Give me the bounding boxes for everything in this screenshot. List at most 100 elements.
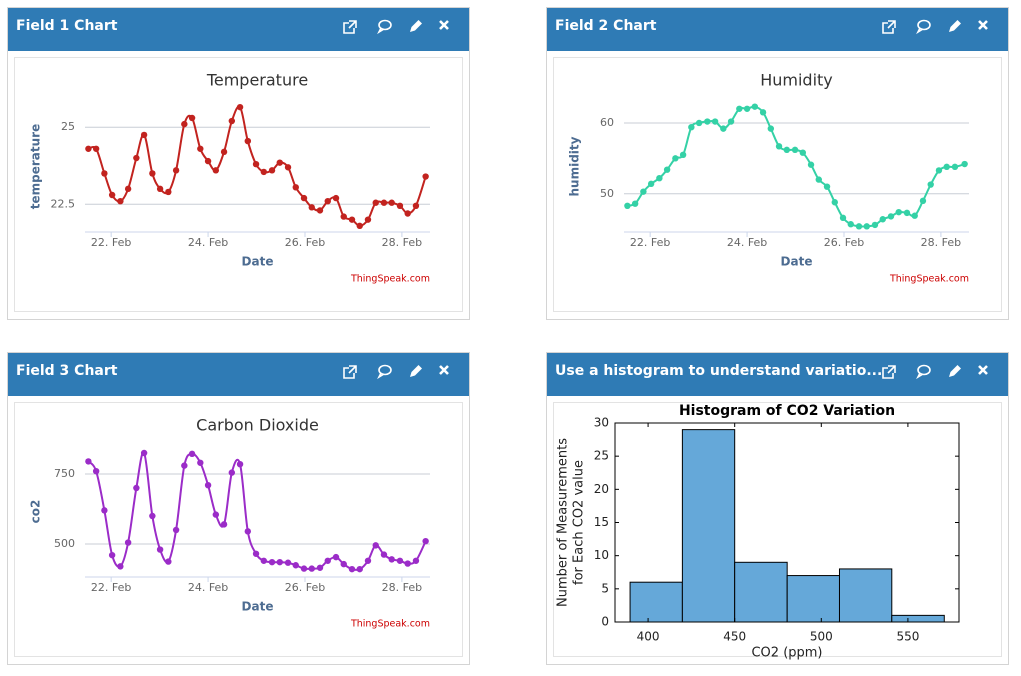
data-point <box>631 200 639 207</box>
data-point <box>284 559 292 566</box>
comment-icon <box>916 19 931 35</box>
y-tick-label: 60 <box>600 116 614 129</box>
data-point <box>85 145 92 152</box>
icon-part <box>882 365 896 379</box>
data-point <box>276 159 283 166</box>
data-point <box>364 216 372 223</box>
x-tick-label: 24. Feb <box>188 581 228 594</box>
data-point <box>133 154 140 162</box>
y-axis-label: temperature <box>29 124 43 209</box>
icon-part <box>377 27 385 35</box>
data-point <box>919 197 927 205</box>
comment-icon <box>377 364 392 380</box>
histogram-bar <box>838 568 893 623</box>
data-point <box>404 560 411 567</box>
data-point <box>672 155 679 162</box>
data-point <box>92 467 100 475</box>
data-point <box>863 223 870 230</box>
data-point <box>879 216 886 223</box>
data-point <box>727 118 735 125</box>
data-point <box>911 212 918 219</box>
data-point <box>340 213 347 220</box>
data-point <box>348 216 356 223</box>
data-point <box>847 221 854 228</box>
data-point <box>372 542 379 549</box>
chart: Carbon Dioxide co2 500 750 22. Feb 24. Feb 26.… <box>29 416 430 630</box>
y-axis-label: Number of Measurements <box>556 438 571 607</box>
histogram-bar <box>681 429 736 623</box>
open-icon <box>882 20 896 34</box>
x-axis-label: Date <box>781 255 813 269</box>
data-point <box>903 209 911 217</box>
data-point <box>92 145 100 152</box>
data-point <box>260 557 267 564</box>
y-tick-label: 30 <box>594 416 609 430</box>
icon-part <box>949 20 961 32</box>
data-point <box>181 120 188 128</box>
data-point <box>244 528 252 535</box>
data-point <box>308 204 315 211</box>
comment-icon <box>916 364 931 380</box>
x-tick-label: 450 <box>723 630 746 644</box>
x-tick-label: 24. Feb <box>727 236 767 249</box>
open-icon <box>882 365 896 379</box>
y-tick-label: 25 <box>594 449 609 463</box>
icon-part <box>378 364 392 376</box>
data-point <box>140 131 148 139</box>
data-point <box>197 145 204 152</box>
y-tick-label: 500 <box>54 537 75 550</box>
x-tick-label: 500 <box>810 630 833 644</box>
data-point <box>117 197 124 205</box>
data-point <box>149 512 156 520</box>
panel-header: Field 2 Chart <box>547 8 1008 51</box>
data-point <box>372 199 379 206</box>
data-point <box>775 143 783 150</box>
data-point <box>656 174 663 182</box>
close-icon <box>439 365 449 375</box>
x-tick-label: 24. Feb <box>188 236 228 249</box>
panel-title: Field 2 Chart <box>555 18 657 34</box>
icon-part <box>410 365 422 377</box>
data-point <box>204 481 212 489</box>
data-point <box>943 163 950 171</box>
data-point <box>292 184 299 191</box>
data-point <box>284 164 292 171</box>
icon-part <box>439 365 449 375</box>
y-tick-label: 22.5 <box>51 197 76 210</box>
data-point <box>751 103 759 110</box>
x-tick-label: 22. Feb <box>91 236 131 249</box>
panel-header: Use a histogram to understand variatio..… <box>547 353 1008 396</box>
y-tick-label: 20 <box>594 482 609 496</box>
data-point <box>156 546 164 553</box>
panel: Field 3 Chart Carbon Dioxide co2 500 750 22. … <box>7 352 470 665</box>
panel-icons <box>882 364 988 380</box>
data-point <box>688 124 695 131</box>
x-tick-label: 400 <box>637 630 660 644</box>
icon-part <box>978 20 988 30</box>
comment-icon <box>377 19 392 35</box>
data-point <box>396 202 404 209</box>
data-point <box>108 191 116 199</box>
data-point <box>791 146 799 154</box>
icon-part <box>377 372 385 380</box>
close-icon <box>978 20 988 30</box>
icon-part <box>917 19 931 31</box>
data-point <box>236 460 244 468</box>
x-axis-label: Date <box>242 255 274 269</box>
y-tick-label: 25 <box>61 120 75 133</box>
icon-part <box>410 20 422 32</box>
data-point <box>220 521 228 528</box>
panel: Field 2 Chart Humidity humidity 50 60 22. Feb… <box>546 7 1009 320</box>
data-point <box>380 551 388 558</box>
data-point <box>108 551 116 559</box>
data-point <box>165 558 172 565</box>
data-point <box>212 167 220 174</box>
data-point <box>767 125 775 132</box>
edit-icon <box>949 365 961 377</box>
chart: Humidity humidity 50 60 22. Feb 24. Feb 26. Fe… <box>568 71 969 285</box>
data-point <box>412 557 420 564</box>
data-point <box>799 149 806 156</box>
data-point <box>101 170 108 177</box>
data-point <box>300 565 308 572</box>
